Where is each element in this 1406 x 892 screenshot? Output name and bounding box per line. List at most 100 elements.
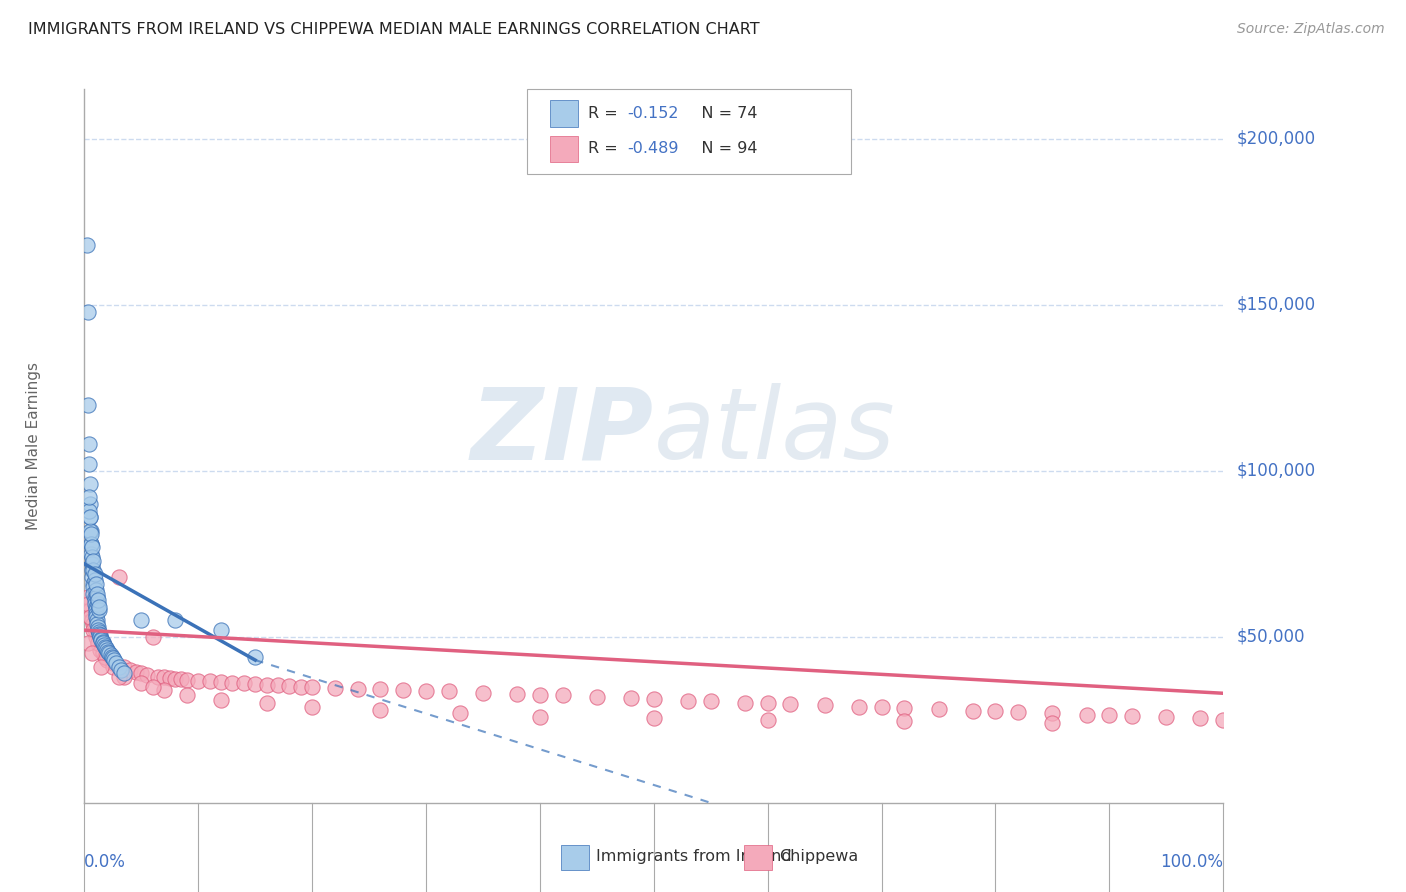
Point — [83, 574, 105, 588]
Point — [80, 547, 103, 561]
Point — [107, 659, 129, 673]
Point — [643, 692, 665, 706]
Point — [77, 437, 100, 451]
Point — [100, 649, 122, 664]
Point — [80, 524, 103, 538]
Point — [84, 599, 107, 614]
Point — [209, 693, 232, 707]
Point — [82, 576, 104, 591]
Point — [76, 636, 98, 650]
Point — [118, 663, 141, 677]
Text: $100,000: $100,000 — [1237, 462, 1316, 480]
Point — [103, 653, 125, 667]
Point — [80, 537, 103, 551]
Point — [131, 676, 153, 690]
Point — [84, 583, 107, 598]
Point — [1042, 716, 1064, 731]
Point — [449, 706, 471, 721]
Point — [984, 704, 1007, 718]
Point — [392, 682, 415, 697]
Point — [77, 491, 100, 505]
Point — [112, 666, 135, 681]
Point — [76, 590, 98, 604]
Point — [82, 564, 104, 578]
Point — [97, 645, 120, 659]
Point — [176, 673, 198, 687]
Point — [82, 624, 104, 638]
Text: Median Male Earnings: Median Male Earnings — [25, 362, 41, 530]
Point — [278, 679, 301, 693]
Point — [101, 651, 124, 665]
Point — [1042, 706, 1064, 721]
Text: -0.152: -0.152 — [627, 106, 679, 120]
Point — [87, 593, 110, 607]
Text: Chippewa: Chippewa — [779, 849, 858, 863]
Point — [79, 510, 101, 524]
Point — [700, 694, 723, 708]
Point — [96, 653, 118, 667]
Point — [90, 659, 112, 673]
Point — [370, 703, 392, 717]
Point — [89, 630, 111, 644]
Point — [267, 678, 290, 692]
Point — [79, 603, 101, 617]
Point — [93, 638, 115, 652]
Text: R =: R = — [588, 142, 623, 156]
Point — [551, 688, 574, 702]
Point — [159, 671, 181, 685]
Point — [82, 580, 104, 594]
Point — [96, 643, 118, 657]
Point — [83, 624, 105, 638]
Point — [870, 700, 893, 714]
Point — [290, 680, 312, 694]
Point — [79, 497, 101, 511]
Point — [79, 610, 101, 624]
Point — [1098, 708, 1121, 723]
Point — [80, 527, 103, 541]
Point — [83, 597, 105, 611]
Point — [82, 613, 104, 627]
Point — [107, 670, 129, 684]
Point — [91, 635, 114, 649]
Point — [101, 659, 124, 673]
Point — [734, 696, 756, 710]
Point — [82, 553, 104, 567]
Point — [86, 590, 108, 604]
Point — [87, 636, 110, 650]
Text: ZIP: ZIP — [471, 384, 654, 480]
Point — [643, 711, 665, 725]
Point — [893, 714, 915, 729]
Point — [77, 504, 100, 518]
Point — [89, 626, 111, 640]
Point — [1212, 713, 1234, 727]
Text: 0.0%: 0.0% — [84, 853, 127, 871]
Point — [82, 564, 104, 578]
Point — [76, 397, 98, 411]
Text: Source: ZipAtlas.com: Source: ZipAtlas.com — [1237, 22, 1385, 37]
Point — [86, 613, 108, 627]
Point — [94, 641, 117, 656]
Point — [84, 610, 107, 624]
Point — [76, 597, 98, 611]
Point — [370, 682, 392, 697]
Point — [76, 238, 98, 252]
Point — [82, 540, 104, 554]
Text: N = 74: N = 74 — [686, 106, 758, 120]
Point — [506, 687, 529, 701]
Point — [620, 690, 643, 705]
Point — [83, 593, 105, 607]
Point — [221, 675, 243, 690]
Point — [148, 670, 170, 684]
Point — [256, 696, 278, 710]
Text: -0.489: -0.489 — [627, 142, 679, 156]
Point — [232, 676, 254, 690]
Point — [83, 590, 105, 604]
Point — [77, 457, 100, 471]
Point — [153, 682, 176, 697]
Point — [82, 570, 104, 584]
Point — [112, 659, 135, 673]
Point — [814, 698, 837, 713]
Point — [1121, 709, 1143, 723]
Point — [110, 663, 132, 677]
Point — [756, 713, 779, 727]
